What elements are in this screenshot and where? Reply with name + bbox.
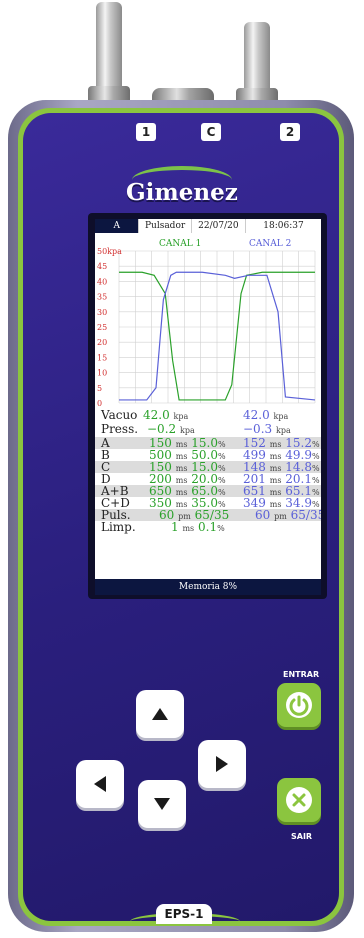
y-tick-label: 25 [97,323,107,332]
row-b: B 500 ms 50.0% 499 ms 49.9% [95,449,321,461]
power-icon [289,695,309,716]
canal2-c: 148 ms 14.8% [243,460,320,474]
y-tick-label: 35 [97,293,107,302]
y-tick-label: 50kpa [97,247,122,256]
status-time: 18:06:37 [263,221,304,231]
canal1-puls: 60 pm 65/35 [159,508,230,522]
row-a-plus-b: A+B 650 ms 65.0% 651 ms 65.1% [95,485,321,497]
row-label: Vacuo [101,408,138,422]
canal2-d: 201 ms 20.1% [243,472,320,486]
y-tick-label: 15 [97,353,107,362]
canal1-b: 500 ms 50.0% [149,448,226,462]
exit-button[interactable] [277,778,321,822]
row-label: B [101,448,110,462]
row-puls: Puls. 60 pm 65/35 60 pm 65/35 [95,509,321,521]
row-d: D 200 ms 20.0% 201 ms 20.1% [95,473,321,485]
canal1-cd: 350 ms 35.0% [149,496,226,510]
row-label: A+B [101,484,129,498]
status-mode: A [95,219,140,233]
canal1-vacuo: 42.0 kpa [143,408,189,422]
port-label-c: C [201,123,221,141]
brand-logo: Gimenez [126,179,238,206]
enter-label: ENTRAR [283,670,320,679]
canal1-press: −0.2 kpa [147,422,195,436]
canal1-limp: 1 ms 0.1% [171,520,225,534]
left-button[interactable] [76,760,124,808]
exit-label: SAIR [291,832,313,841]
series-line-1 [119,271,315,401]
canal2-b: 499 ms 49.9% [243,448,320,462]
y-tick-label: 20 [97,338,107,347]
pressure-chart: 50kpa 45 40 35 30 25 20 15 10 5 0 CANAL 1 CANAL 2 [97,239,316,408]
arrow-down-icon [154,798,170,810]
row-vacuo: Vacuo 42.0 kpa 42.0 kpa [95,409,321,421]
row-label: A [101,436,110,450]
row-press: Press. −0.2 kpa −0.3 kpa [95,423,321,435]
port-1-connector [88,2,130,112]
arrow-up-icon [152,708,168,720]
canal1-a: 150 ms 15.0% [149,436,226,450]
y-tick-label: 45 [97,262,107,271]
row-label: Puls. [101,508,131,522]
y-tick-label: 5 [97,384,102,393]
down-button[interactable] [138,780,186,828]
row-c: C 150 ms 15.0% 148 ms 14.8% [95,461,321,473]
y-tick-label: 40 [97,277,107,286]
canal1-ab: 650 ms 65.0% [149,484,226,498]
arrow-left-icon [94,776,106,792]
canal2-cd: 349 ms 34.9% [243,496,320,510]
right-button[interactable] [198,740,246,788]
y-tick-label: 10 [97,369,107,378]
memory-status: Memoria 8% [95,579,321,595]
up-button[interactable] [136,690,184,738]
series-line-2 [119,271,316,401]
canal2-puls: 60 pm 65/35 [255,508,321,522]
y-tick-label: 0 [97,399,102,408]
legend-canal-2: CANAL 2 [249,239,291,249]
row-c-plus-d: C+D 350 ms 35.0% 349 ms 34.9% [95,497,321,509]
status-date: 22/07/20 [192,219,247,233]
canal1-c: 150 ms 15.0% [149,460,226,474]
enter-button[interactable] [277,683,321,727]
y-tick-label: 30 [97,308,107,317]
row-label: C [101,460,111,474]
port-label-1: 1 [136,123,156,141]
status-device-label: Pulsador [139,219,192,233]
port-label-2: 2 [280,123,300,141]
close-icon [292,793,306,807]
canal2-a: 152 ms 15.2% [243,436,320,450]
row-a: A 150 ms 15.0% 152 ms 15.2% [95,437,321,449]
row-label: D [101,472,111,486]
row-label: Press. [101,422,139,436]
row-label: Limp. [101,520,136,534]
arrow-right-icon [216,756,228,772]
display-screen: A Pulsador 22/07/20 18:06:37 50kpa 45 40 35… [95,219,321,595]
logo-arc [132,166,232,194]
readouts-table: Vacuo 42.0 kpa 42.0 kpa Press. −0.2 kpa … [95,407,321,583]
legend-canal-1: CANAL 1 [159,239,201,249]
model-label: EPS-1 [156,904,212,924]
canal1-d: 200 ms 20.0% [149,472,226,486]
canal2-ab: 651 ms 65.1% [243,484,320,498]
port-2-connector [236,22,278,114]
status-bar: A Pulsador 22/07/20 18:06:37 [95,219,321,233]
row-limp: Limp. 1 ms 0.1% [95,521,321,533]
canal2-vacuo: 42.0 kpa [243,408,289,422]
canal2-press: −0.3 kpa [243,422,291,436]
row-label: C+D [101,496,130,510]
